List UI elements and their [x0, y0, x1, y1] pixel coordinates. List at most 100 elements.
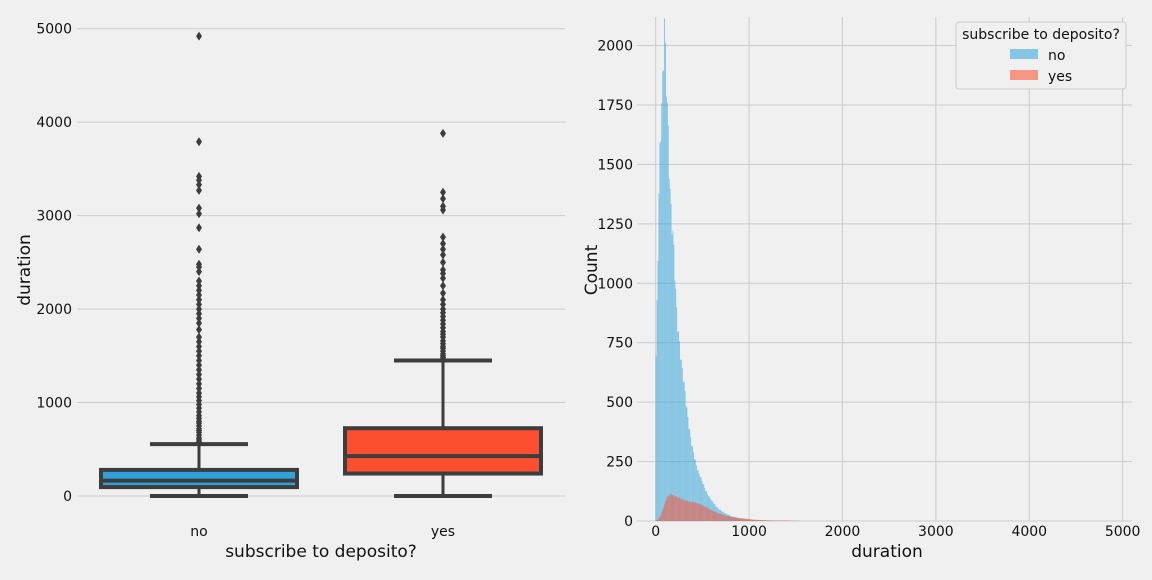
histogram-series-no-bin: [657, 300, 658, 521]
histogram-series-no-bin: [667, 102, 668, 521]
histogram-xtick-label: 4000: [1011, 524, 1047, 540]
histogram-series-yes-bin: [776, 520, 777, 521]
boxplot-ylabel: duration: [15, 234, 35, 306]
histogram-series-yes-bin: [669, 496, 670, 521]
histogram-xtick-label: 5000: [1105, 524, 1141, 540]
box-yes-outlier: [440, 188, 446, 197]
box-no-outlier: [196, 245, 202, 254]
histogram-series-yes-bin: [695, 502, 696, 521]
box-no-outlier: [196, 204, 202, 213]
legend: subscribe to deposito? no yes: [956, 22, 1126, 89]
histogram-series-yes-bin: [748, 519, 749, 521]
histogram-series-yes-bin: [706, 507, 707, 521]
histogram-series-yes-bin: [671, 494, 672, 521]
histogram-series-yes-bin: [726, 516, 727, 521]
histogram-series-yes-bin: [740, 518, 741, 521]
histogram-series-yes-bin: [752, 519, 753, 521]
histogram-series-no-bin: [680, 360, 681, 521]
histogram-series-yes-bin: [709, 509, 710, 521]
histogram-series-yes-bin: [772, 520, 773, 521]
histogram-series-yes-bin: [784, 520, 785, 521]
box-no-outlier: [196, 277, 202, 286]
histogram-series-yes-bin: [705, 507, 706, 521]
histogram-series-yes-bin: [659, 517, 660, 521]
histogram-series-yes-bin: [716, 513, 717, 521]
boxplot-ytick-label: 3000: [36, 209, 72, 225]
histogram-series-yes-bin: [746, 519, 747, 521]
histogram-series-no-bin: [666, 97, 667, 521]
histogram-xlabel: duration: [851, 542, 923, 562]
histogram-series-no-bin: [659, 143, 660, 521]
histogram-series-no-bin: [677, 332, 678, 521]
histogram-series-yes-bin: [703, 506, 704, 521]
histogram-ytick-label: 2000: [597, 39, 633, 55]
histogram-series-yes-bin: [697, 504, 698, 521]
histogram-series-yes-bin: [778, 520, 779, 521]
histogram-series-no-bin: [682, 368, 683, 521]
histogram-series-yes-bin: [762, 520, 763, 521]
histogram-series-yes-bin: [735, 518, 736, 521]
histogram-series-no-bin: [672, 231, 673, 521]
histogram-xtick-label: 3000: [918, 524, 954, 540]
histogram-series-yes-bin: [670, 494, 671, 521]
histogram-series-yes-bin: [744, 519, 745, 521]
histogram-series-yes-bin: [743, 519, 744, 521]
histogram-series-yes-bin: [738, 518, 739, 521]
histogram-series-yes-bin: [751, 519, 752, 521]
histogram-series-yes-bin: [730, 517, 731, 521]
histogram-series-yes-bin: [743, 518, 744, 521]
histogram-series-yes-bin: [761, 520, 762, 521]
histogram-series-yes-bin: [741, 518, 742, 521]
histogram-series-yes-bin: [771, 520, 772, 521]
box-yes-iqr: [345, 428, 541, 473]
histogram-series-yes-bin: [666, 500, 667, 521]
histogram-series-yes-bin: [673, 495, 674, 521]
histogram-series-yes-bin: [727, 516, 728, 521]
histogram-series-yes-bin: [701, 504, 702, 521]
histogram-xtick-label: 1000: [731, 524, 767, 540]
histogram-series-yes-bin: [769, 520, 770, 521]
histogram-series-yes-bin: [712, 510, 713, 521]
histogram-xtick-label: 0: [651, 524, 660, 540]
histogram-ytick-label: 1000: [597, 276, 633, 292]
histogram-series-yes-bin: [723, 515, 724, 521]
histogram-series-yes-bin: [660, 515, 661, 521]
histogram-series-yes-bin: [773, 520, 774, 521]
histogram-ytick-label: 0: [624, 514, 633, 530]
histogram-series-yes-bin: [691, 503, 692, 521]
histogram-series-yes-bin: [679, 498, 680, 521]
histogram-series-yes-bin: [707, 508, 708, 521]
histogram-series-yes-bin: [664, 504, 665, 521]
histogram-series-no-bin: [658, 261, 659, 521]
histogram-series-yes-bin: [742, 518, 743, 521]
box-no-iqr: [101, 470, 297, 487]
histogram-series-yes-bin: [757, 520, 758, 521]
histogram-ytick-label: 250: [606, 455, 633, 471]
histogram-series-yes-bin: [755, 520, 756, 521]
histogram-series-yes-bin: [687, 501, 688, 521]
histogram-series-yes-bin: [765, 520, 766, 521]
box-yes-outlier: [440, 129, 446, 138]
histogram-series-no-bin: [683, 382, 684, 521]
histogram-series-yes-bin: [678, 497, 679, 521]
histogram-series-yes-bin: [658, 519, 659, 521]
histogram-series-yes-bin: [667, 497, 668, 521]
boxplot-ytick-label: 5000: [36, 22, 72, 38]
histogram-series-yes-bin: [677, 498, 678, 521]
histogram-series-yes-bin: [700, 505, 701, 521]
histogram-series-yes-bin: [657, 520, 658, 521]
histogram-series-yes-bin: [715, 511, 716, 521]
histogram-series-yes-bin: [728, 516, 729, 521]
histogram-series-yes-bin: [718, 513, 719, 521]
histogram-series-yes-bin: [694, 503, 695, 521]
histogram-series-no-bin: [678, 331, 679, 521]
histogram-ytick-label: 500: [606, 395, 633, 411]
box-no-outlier: [196, 137, 202, 146]
histogram-series-yes-bin: [731, 517, 732, 521]
histogram-series-yes-bin: [713, 511, 714, 521]
histogram-series-yes-bin: [658, 520, 659, 521]
histogram-series-yes-bin: [758, 520, 759, 521]
histogram-series-yes-bin: [734, 517, 735, 521]
histogram-series-yes-bin: [681, 498, 682, 521]
